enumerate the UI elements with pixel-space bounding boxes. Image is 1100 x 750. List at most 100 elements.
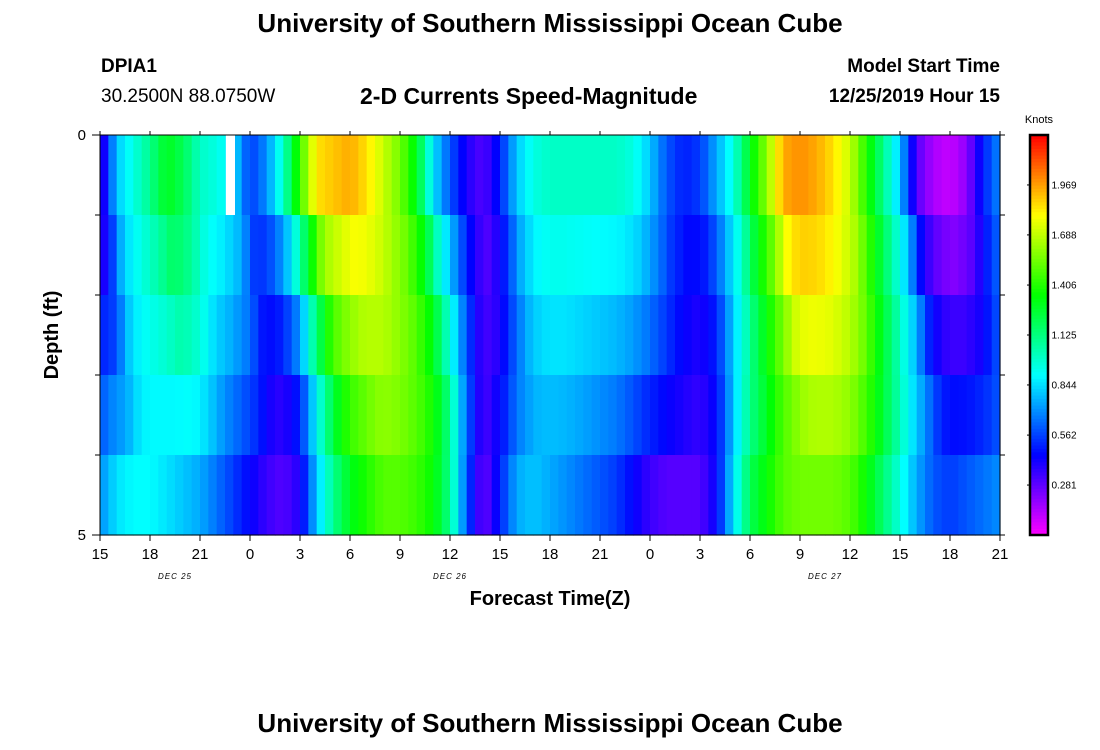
colorbar-strip [1030, 438, 1048, 443]
heatmap-cell [241, 215, 251, 296]
heatmap-cell [100, 455, 109, 536]
x-tick-label: 15 [92, 546, 109, 563]
colorbar-tick-label: 0.844 [1051, 380, 1076, 391]
heatmap-cell [366, 455, 376, 536]
colorbar-strip [1030, 355, 1048, 359]
heatmap-cell [466, 455, 476, 536]
colorbar-tick-label: 1.688 [1051, 230, 1076, 241]
heatmap-cell [266, 135, 276, 216]
heatmap-cell [108, 295, 118, 376]
heatmap-cell [558, 215, 568, 296]
heatmap-cell [675, 455, 684, 536]
heatmap-cell [966, 455, 976, 536]
heatmap-cell [675, 375, 684, 456]
heatmap-cell [541, 375, 551, 456]
heatmap-cell [633, 215, 643, 296]
heatmap-cell [408, 455, 418, 536]
heatmap-cell [708, 215, 718, 296]
heatmap-cell [216, 135, 226, 216]
heatmap-cell [241, 375, 251, 456]
heatmap-cell [691, 215, 701, 296]
heatmap-cell [375, 455, 384, 536]
heatmap-cell [583, 135, 593, 216]
heatmap-cell [466, 215, 476, 296]
heatmap-cell [716, 295, 726, 376]
heatmap-cell [841, 215, 851, 296]
heatmap-cell [100, 135, 109, 216]
heatmap-cell [483, 215, 493, 296]
heatmap-cell [233, 135, 243, 216]
heatmap-cell [766, 215, 776, 296]
heatmap-cell [591, 135, 601, 216]
date-label: DEC 26 [433, 572, 467, 581]
heatmap-cell [283, 215, 293, 296]
heatmap-cell [133, 135, 143, 216]
heatmap-cell [425, 295, 434, 376]
heatmap-cell [116, 135, 126, 216]
heatmap-cell [683, 135, 693, 216]
heatmap-cell [941, 295, 951, 376]
heatmap-cell [466, 135, 476, 216]
colorbar-strip [1030, 425, 1048, 429]
heatmap-cell [833, 455, 843, 536]
colorbar-strip [1030, 325, 1048, 329]
heatmap-cell [908, 295, 918, 376]
heatmap-cell [808, 375, 818, 456]
heatmap-cell [325, 455, 334, 536]
heatmap-cell [450, 295, 459, 376]
heatmap-cell [558, 375, 568, 456]
heatmap-cell [816, 135, 826, 216]
colorbar-strip [1030, 521, 1048, 526]
heatmap-cell [500, 215, 509, 296]
heatmap-cell [808, 455, 818, 536]
heatmap-cell [266, 215, 276, 296]
heatmap-cell [983, 215, 993, 296]
heatmap-cell [341, 215, 351, 296]
heatmap-cell [675, 295, 684, 376]
heatmap-cell [866, 455, 876, 536]
heatmap-cell [583, 295, 593, 376]
heatmap-cell [866, 135, 876, 216]
colorbar-strip [1030, 378, 1048, 383]
heatmap-cell [433, 135, 443, 216]
colorbar-strip [1030, 261, 1048, 266]
heatmap-cell [791, 135, 801, 216]
heatmap-cell [991, 375, 1001, 456]
heatmap-cell [950, 135, 959, 216]
heatmap-cell [600, 215, 609, 296]
heatmap-cell [616, 455, 626, 536]
x-tick-label: 12 [442, 546, 459, 563]
heatmap-cell [416, 455, 426, 536]
heatmap-cell [300, 375, 309, 456]
heatmap-cell [750, 135, 759, 216]
heatmap-cell [366, 135, 376, 216]
heatmap-cell [625, 135, 634, 216]
heatmap-cell [625, 455, 634, 536]
colorbar-strip [1030, 478, 1048, 483]
heatmap-cell [150, 215, 159, 296]
heatmap-cell [841, 375, 851, 456]
heatmap-cell [666, 215, 676, 296]
heatmap-cell [358, 135, 368, 216]
heatmap-cell [241, 295, 251, 376]
heatmap-cell [658, 215, 668, 296]
colorbar-strip [1030, 265, 1048, 269]
heatmap-cell [400, 455, 409, 536]
heatmap-cell [516, 295, 526, 376]
heatmap-cell [175, 455, 184, 536]
heatmap-cell [141, 295, 151, 376]
heatmap-cell [416, 375, 426, 456]
heatmap-cell [841, 455, 851, 536]
heatmap-cell [691, 135, 701, 216]
heatmap-cell [266, 375, 276, 456]
heatmap-cell [741, 455, 751, 536]
heatmap-cell [116, 215, 126, 296]
heatmap-cell [408, 215, 418, 296]
colorbar-strip [1030, 318, 1048, 323]
heatmap-cell [858, 455, 868, 536]
heatmap-cell [908, 215, 918, 296]
heatmap-cell [800, 375, 809, 456]
heatmap-cell [608, 135, 618, 216]
heatmap-cell [258, 375, 268, 456]
heatmap-cell [700, 215, 709, 296]
